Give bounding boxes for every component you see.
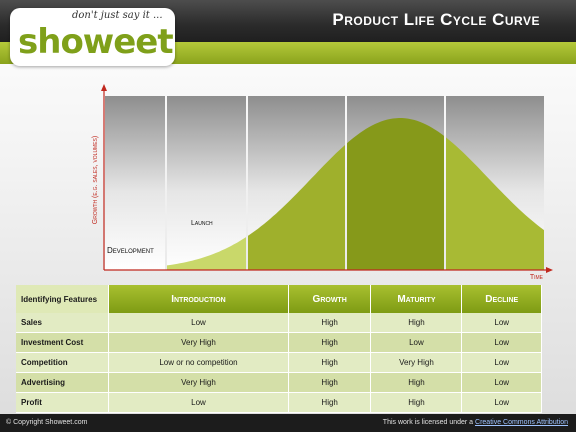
table-cell: Low xyxy=(461,352,542,373)
y-axis-arrow xyxy=(101,84,107,91)
row-label: Advertising xyxy=(16,372,109,393)
table-cell: High xyxy=(288,313,372,333)
table-cell: High xyxy=(370,392,463,413)
row-label: Sales xyxy=(16,313,109,333)
curve-area-decline xyxy=(446,137,544,270)
copyright-text: © Copyright Showeet.com xyxy=(6,419,88,426)
logo-wordmark: showeet xyxy=(18,22,174,62)
row-label: Profit xyxy=(16,392,109,413)
table-cell: Very High xyxy=(108,332,289,353)
table-row: Competition Low or no competition High V… xyxy=(16,352,542,373)
curve-area-growth xyxy=(248,145,345,270)
table-cell: Very High xyxy=(108,372,289,393)
column-header-decline: Decline xyxy=(461,285,542,313)
table-cell: Low xyxy=(108,313,289,333)
row-label: Investment Cost xyxy=(16,332,109,353)
table-cell: Low or no competition xyxy=(108,352,289,373)
x-axis-label: Time xyxy=(530,274,544,281)
row-label: Competition xyxy=(16,352,109,373)
life-cycle-diagram: Growth (e.g. sales, volumes) Time Develo… xyxy=(92,84,553,281)
table-row: Sales Low High High Low xyxy=(16,313,542,333)
table-row: Advertising Very High High High Low xyxy=(16,372,542,393)
footer: © Copyright Showeet.com This work is lic… xyxy=(0,414,576,432)
table-cell: High xyxy=(288,392,372,413)
license-link[interactable]: Creative Commons Attribution xyxy=(475,419,568,426)
logo-tagline: don't just say it ... xyxy=(72,10,163,21)
table-cell: Low xyxy=(461,372,542,393)
license-prefix: This work is licensed under a xyxy=(382,419,474,426)
stage-label-launch: Launch xyxy=(191,220,213,227)
table-cell: Low xyxy=(461,332,542,353)
logo[interactable]: don't just say it ... showeet xyxy=(10,8,175,66)
column-header-growth: Growth xyxy=(288,285,372,313)
table-header-row: Identifying Features Introduction Growth… xyxy=(16,285,542,313)
features-table: Identifying Features Introduction Growth… xyxy=(16,285,542,413)
x-axis-arrow xyxy=(546,267,553,273)
table-cell: Low xyxy=(108,392,289,413)
y-axis-label: Growth (e.g. sales, volumes) xyxy=(92,136,99,224)
table-cell: High xyxy=(370,372,463,393)
column-header-introduction: Introduction xyxy=(108,285,289,313)
table-cell: High xyxy=(288,352,372,373)
table-cell: Low xyxy=(370,332,463,353)
curve-area-launch xyxy=(167,237,246,270)
table-row: Investment Cost Very High High Low Low xyxy=(16,332,542,353)
table-header-features: Identifying Features xyxy=(16,285,109,313)
table-cell: High xyxy=(370,313,463,333)
column-header-maturity: Maturity xyxy=(370,285,463,313)
table-cell: High xyxy=(288,372,372,393)
table-cell: Very High xyxy=(370,352,463,373)
table-cell: Low xyxy=(461,313,542,333)
table-row: Profit Low High High Low xyxy=(16,392,542,413)
stage-label-development: Development xyxy=(107,246,154,255)
curve-area-maturity xyxy=(347,118,444,270)
table-cell: Low xyxy=(461,392,542,413)
license-notice: This work is licensed under a Creative C… xyxy=(383,419,568,426)
stage-panel-launch xyxy=(167,96,246,270)
table-cell: High xyxy=(288,332,372,353)
page-title: Product Life Cycle Curve xyxy=(332,10,540,29)
stage-panel-development xyxy=(105,96,165,270)
